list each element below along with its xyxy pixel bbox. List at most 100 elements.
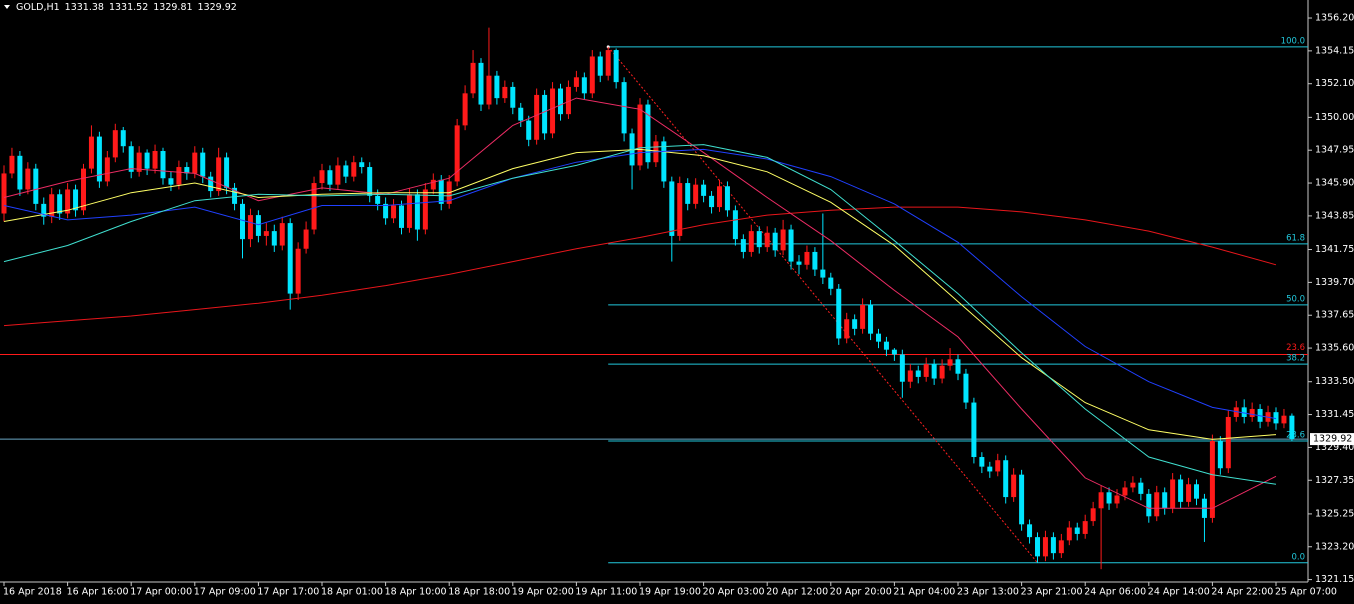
candle-body xyxy=(216,157,222,192)
quote-high: 1331.52 xyxy=(108,2,149,13)
candle-body xyxy=(613,50,619,83)
symbol: GOLD,H1 xyxy=(16,2,60,13)
candle-body xyxy=(1273,412,1279,424)
candle-body xyxy=(899,354,905,382)
candle-body xyxy=(709,195,715,208)
candle-body xyxy=(621,82,627,134)
x-tick-label: 16 Apr 16:00 xyxy=(67,587,129,598)
fib-label: 23.6 xyxy=(1286,431,1305,441)
candle-body xyxy=(995,460,1001,472)
candle-body xyxy=(717,186,722,208)
candle-body xyxy=(1281,415,1287,424)
candle-body xyxy=(955,359,961,374)
candle-body xyxy=(33,168,39,204)
candle-body xyxy=(1106,492,1112,504)
candle-body xyxy=(271,231,277,246)
y-tick-label: 1331.45 xyxy=(1315,409,1354,420)
candle-body xyxy=(263,231,269,236)
candle-body xyxy=(1090,508,1096,522)
y-tick-label: 1347.95 xyxy=(1315,145,1354,156)
x-tick-label: 23 Apr 21:00 xyxy=(1021,587,1083,598)
x-tick-label: 19 Apr 19:00 xyxy=(639,587,701,598)
bid-label-box xyxy=(1310,433,1354,446)
candle-body xyxy=(232,187,238,204)
candle-body xyxy=(1225,416,1231,469)
x-tick-label: 19 Apr 02:00 xyxy=(512,587,574,598)
menu-arrow[interactable] xyxy=(4,5,10,9)
x-tick-label: 18 Apr 10:00 xyxy=(385,587,447,598)
header: GOLD,H1 1331.38 1331.52 1329.81 1329.92 xyxy=(16,2,237,13)
y-tick-label: 1339.70 xyxy=(1315,277,1354,288)
candle-body xyxy=(359,162,365,168)
candle-body xyxy=(589,56,595,94)
candle-body xyxy=(1194,484,1199,499)
bid-label: 1329.92 xyxy=(1313,434,1352,445)
candle-body xyxy=(550,88,556,134)
candle-body xyxy=(295,248,301,294)
x-tick-label: 17 Apr 00:00 xyxy=(130,587,192,598)
fib-label: 61.8 xyxy=(1286,233,1305,243)
candle-body xyxy=(1,173,7,214)
y-tick-label: 1352.10 xyxy=(1315,78,1354,89)
candle-body xyxy=(1011,474,1017,498)
candle-body xyxy=(41,203,47,217)
candle-body xyxy=(383,203,389,219)
y-tick-label: 1325.25 xyxy=(1315,508,1354,519)
candle-body xyxy=(740,239,746,252)
quote-low: 1329.81 xyxy=(153,2,193,13)
candle-body xyxy=(112,130,118,158)
moving-average xyxy=(3,206,1277,327)
moving-average xyxy=(3,144,1277,485)
candle-body xyxy=(1249,408,1255,417)
candle-body xyxy=(160,151,166,179)
candle-body xyxy=(947,359,953,366)
x-tick-label: 17 Apr 09:00 xyxy=(194,587,256,598)
candle-body xyxy=(414,194,420,230)
candle-body xyxy=(581,77,587,94)
candle-body xyxy=(303,229,309,249)
y-tick-label: 1343.85 xyxy=(1315,210,1354,221)
candle-body xyxy=(1138,482,1144,494)
candle-body xyxy=(391,205,397,219)
candle-body xyxy=(454,125,460,182)
candle-body xyxy=(931,364,937,379)
candle-body xyxy=(828,277,834,289)
candle-body xyxy=(406,194,412,228)
x-tick-label: 24 Apr 22:00 xyxy=(1211,587,1273,598)
candle-body xyxy=(192,152,198,174)
x-tick-label: 18 Apr 01:00 xyxy=(321,587,383,598)
candle-body xyxy=(255,215,261,236)
fib-label: 0.0 xyxy=(1291,552,1305,562)
candle-body xyxy=(963,373,969,403)
candle-body xyxy=(375,195,381,204)
fib-label: 100.0 xyxy=(1281,36,1305,46)
candle-body xyxy=(430,179,436,190)
candle-body xyxy=(1098,492,1104,509)
candle-body xyxy=(637,104,643,166)
candle-body xyxy=(661,141,667,182)
candle-body xyxy=(565,86,571,115)
y-tick-label: 1337.65 xyxy=(1315,310,1354,321)
candle-body xyxy=(1042,537,1048,557)
candle-body xyxy=(780,229,786,251)
candle-body xyxy=(311,183,317,230)
candle-body xyxy=(81,168,86,211)
x-tick-label: 20 Apr 03:00 xyxy=(703,587,765,598)
y-tick-label: 1321.15 xyxy=(1315,574,1354,585)
candle-body xyxy=(1170,479,1176,509)
candle-body xyxy=(470,62,476,94)
candle-body xyxy=(542,94,548,134)
x-tick-label: 21 Apr 04:00 xyxy=(893,587,955,598)
candle-body xyxy=(25,168,31,190)
quote-close: 1329.92 xyxy=(197,2,237,13)
candle-body xyxy=(128,146,134,172)
candle-body xyxy=(1289,415,1295,440)
candle-body xyxy=(756,231,762,248)
candle-body xyxy=(693,184,699,204)
candle-body xyxy=(876,333,881,342)
candle-body xyxy=(534,94,540,140)
moving-average xyxy=(3,148,1277,440)
candle-body xyxy=(462,93,468,126)
